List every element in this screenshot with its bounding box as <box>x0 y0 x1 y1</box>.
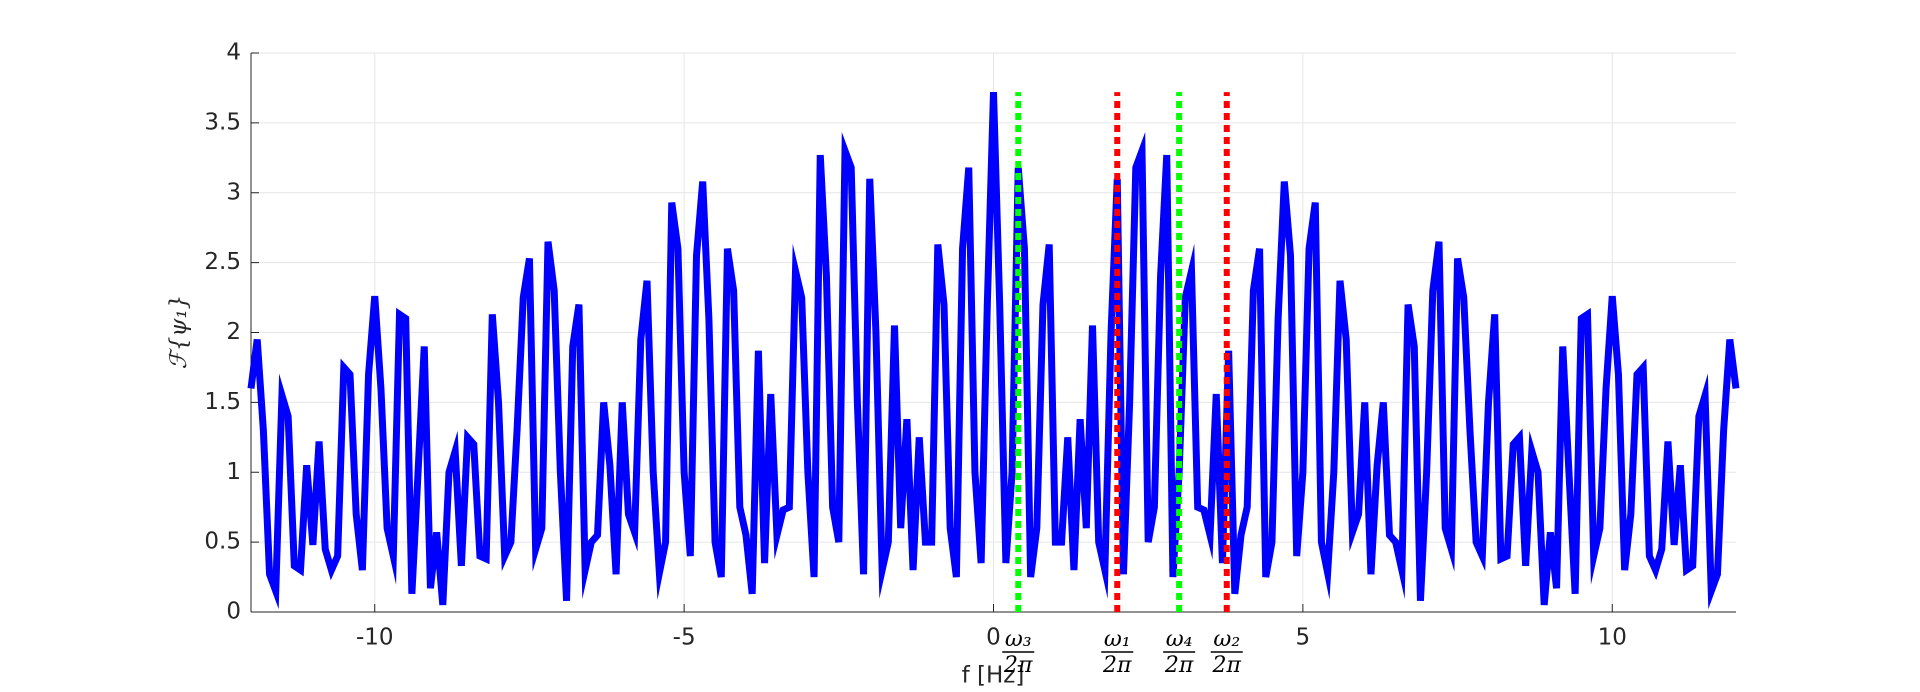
y-tick-label: 1 <box>226 459 241 485</box>
marker-label-numerator: ω₄ <box>1166 627 1193 652</box>
marker-label-numerator: ω₁ <box>1104 627 1131 652</box>
marker-label-denominator: 2π <box>1164 653 1194 678</box>
x-tick-label: 10 <box>1598 625 1627 651</box>
y-tick-label: 0 <box>226 599 241 625</box>
x-tick-label: 0 <box>986 625 1001 651</box>
x-tick-label: -5 <box>673 625 696 651</box>
marker-label-denominator: 2π <box>1102 653 1132 678</box>
y-tick-label: 0.5 <box>204 529 241 555</box>
x-tick-label: -10 <box>356 625 394 651</box>
marker-label-denominator: 2π <box>1003 653 1033 678</box>
y-tick-label: 2.5 <box>204 249 241 275</box>
y-tick-label: 4 <box>226 40 241 66</box>
marker-label-numerator: ω₃ <box>1005 627 1032 652</box>
y-tick-label: 1.5 <box>204 389 241 415</box>
y-tick-label: 3.5 <box>204 109 241 135</box>
marker-label-numerator: ω₂ <box>1213 627 1240 652</box>
marker-label-denominator: 2π <box>1212 653 1242 678</box>
y-tick-label: 2 <box>226 319 241 345</box>
x-tick-label: 5 <box>1296 625 1311 651</box>
x-axis-label: f [Hz] <box>962 663 1025 689</box>
data-line <box>247 92 1740 610</box>
y-tick-label: 3 <box>226 179 241 205</box>
y-axis-label: ℱ{ψ₁} <box>166 295 192 370</box>
